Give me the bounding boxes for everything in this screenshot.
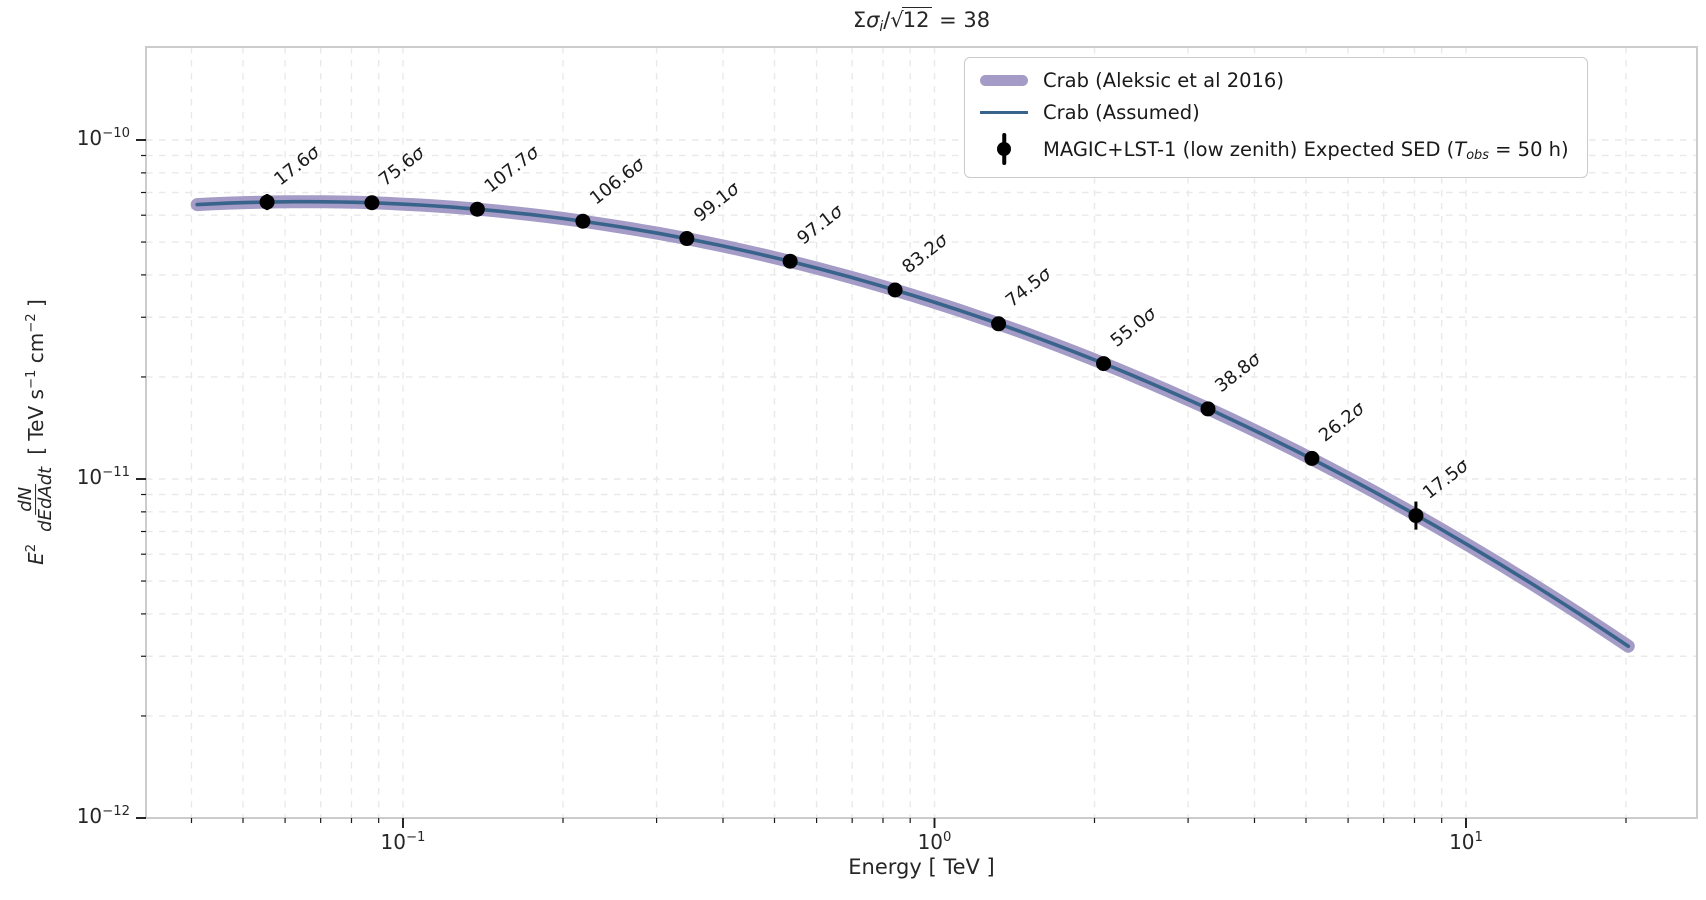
sigma-label: 106.6σ	[586, 153, 649, 209]
sigma-label: 38.8σ	[1211, 348, 1265, 397]
sigma-label: 75.6σ	[375, 142, 429, 191]
data-point	[364, 195, 380, 211]
plot-frame	[145, 46, 1698, 819]
data-point	[1096, 356, 1112, 372]
tick-marks	[136, 139, 1627, 828]
data-point	[469, 201, 485, 217]
data-point	[1304, 450, 1320, 466]
assumed-curve	[195, 199, 1631, 648]
data-point	[259, 194, 275, 210]
sigma-label: 99.1σ	[690, 178, 744, 227]
sigma-label: 55.0σ	[1107, 303, 1161, 352]
data-point	[887, 282, 903, 298]
grid	[146, 47, 1697, 819]
data-point	[575, 213, 591, 229]
data-point	[782, 253, 798, 269]
sigma-label: 83.2σ	[898, 229, 952, 278]
data-points: 17.6σ 75.6σ 107.7σ106.6σ99.1σ97.1σ83.2σ74.…	[259, 141, 1473, 530]
sigma-label: 17.6σ	[270, 141, 324, 190]
data-point	[1200, 401, 1216, 417]
data-point	[679, 231, 695, 247]
sigma-label: 107.7σ	[480, 141, 543, 197]
data-point	[991, 316, 1007, 332]
sigma-label: 26.2σ	[1315, 398, 1369, 447]
data-point	[1408, 508, 1424, 524]
sigma-label: 74.5σ	[1002, 263, 1056, 312]
